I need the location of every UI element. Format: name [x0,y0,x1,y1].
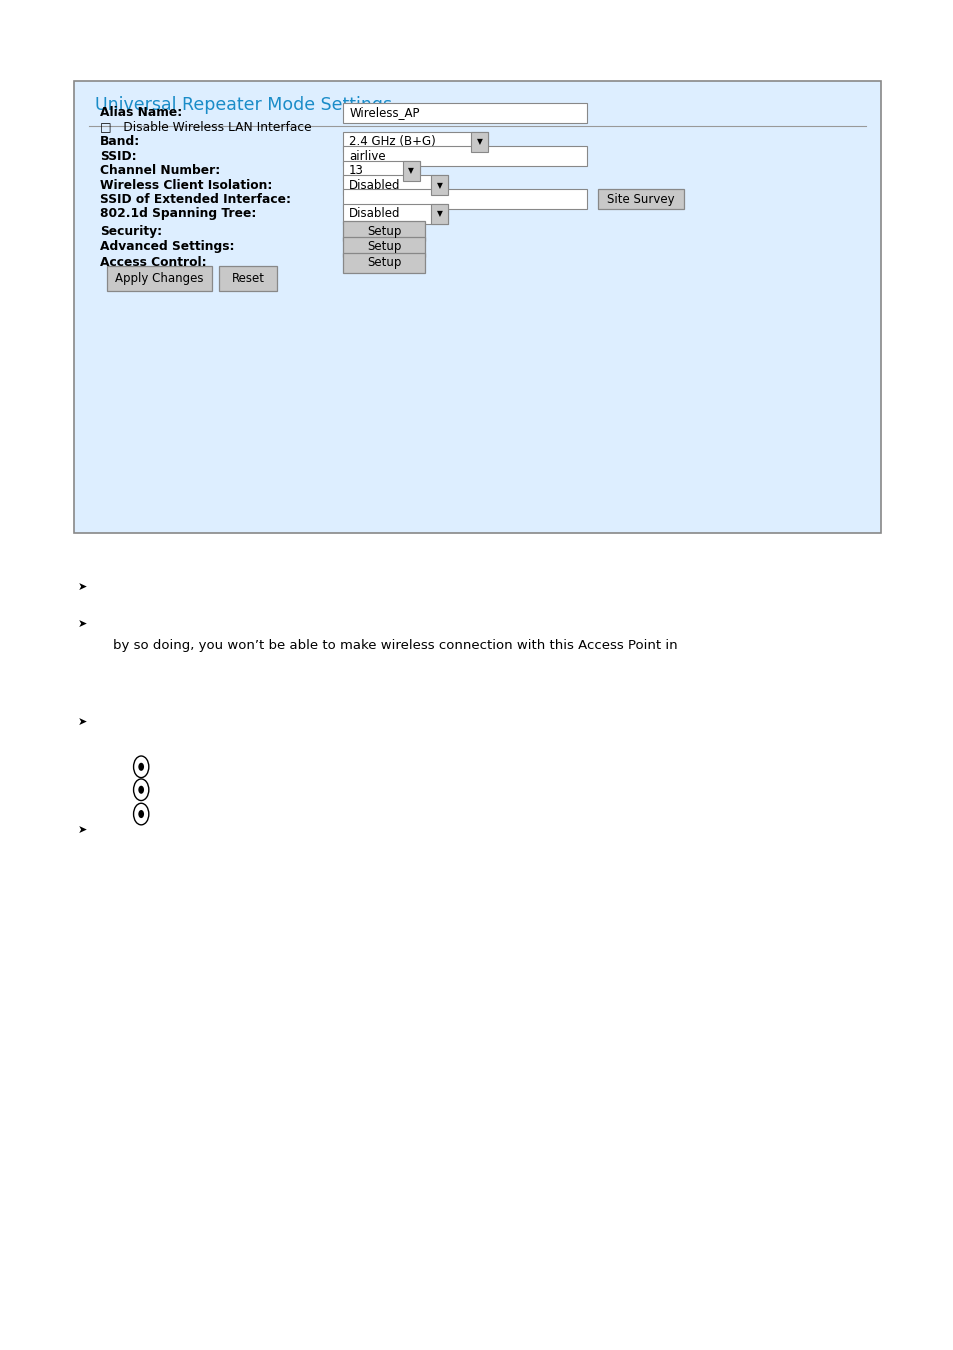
Text: 802.1d Spanning Tree:: 802.1d Spanning Tree: [100,208,256,220]
Text: Access Control:: Access Control: [100,256,207,269]
Bar [343,221,424,242]
Text: Alias Name:: Alias Name: [100,107,182,119]
Text: Wireless_AP: Wireless_AP [349,107,419,119]
Text: airlive: airlive [349,150,385,162]
Text: Apply Changes: Apply Changes [115,273,203,285]
Bar [343,161,419,181]
Text: ▼: ▼ [408,166,414,176]
Text: ➤: ➤ [78,825,88,836]
Text: by so doing, you won’t be able to make wireless connection with this Access Poin: by so doing, you won’t be able to make w… [112,639,677,652]
Text: Setup: Setup [366,240,401,254]
Text: Channel Number:: Channel Number: [100,165,220,177]
Text: Reset: Reset [232,273,264,285]
Text: Universal Repeater Mode Settings: Universal Repeater Mode Settings [95,96,392,115]
Text: ➤: ➤ [78,618,88,629]
Bar [74,81,880,533]
Text: Security:: Security: [100,224,162,238]
Text: □   Disable Wireless LAN Interface: □ Disable Wireless LAN Interface [100,120,312,134]
Text: Disabled: Disabled [349,208,400,220]
Bar [598,189,683,209]
Circle shape [138,786,144,794]
Text: Wireless Client Isolation:: Wireless Client Isolation: [100,178,273,192]
Bar [343,146,586,166]
Text: Setup: Setup [366,224,401,238]
Bar [343,103,586,123]
Bar [431,176,448,194]
Bar [343,204,448,224]
Text: SSID of Extended Interface:: SSID of Extended Interface: [100,193,291,207]
Bar [343,252,424,273]
Text: Setup: Setup [366,256,401,269]
Text: SSID:: SSID: [100,150,136,162]
Text: Disabled: Disabled [349,178,400,192]
Text: Advanced Settings:: Advanced Settings: [100,240,234,254]
Bar [343,189,586,209]
Text: ➤: ➤ [78,717,88,728]
Bar [402,161,419,181]
Text: ▼: ▼ [476,138,482,146]
Text: ▼: ▼ [436,209,442,219]
Text: ➤: ➤ [78,582,88,593]
Text: 2.4 GHz (B+G): 2.4 GHz (B+G) [349,135,436,148]
Bar [343,176,448,194]
Bar [343,131,488,151]
Text: 13: 13 [349,165,364,177]
Text: Band:: Band: [100,135,140,148]
Bar [471,131,488,151]
Circle shape [138,763,144,771]
Bar [219,266,276,290]
Bar [107,266,212,290]
Bar [343,238,424,256]
Text: ▼: ▼ [436,181,442,189]
Bar [431,204,448,224]
Circle shape [138,810,144,818]
Text: Site Survey: Site Survey [607,193,674,207]
